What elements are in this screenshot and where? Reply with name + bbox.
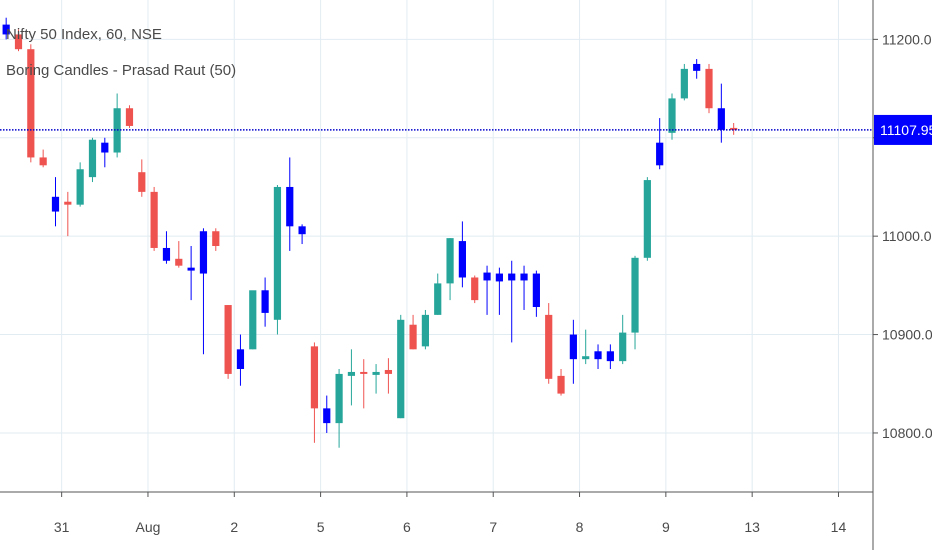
candle-body	[656, 142, 664, 166]
candle-body	[409, 324, 417, 350]
candle-body	[372, 371, 380, 375]
candle-body	[471, 277, 479, 301]
candle-body	[668, 98, 676, 133]
candle-body	[619, 332, 627, 362]
candle-body	[693, 63, 701, 71]
candle-body	[199, 231, 208, 274]
candle-body	[384, 369, 393, 374]
candle-body	[27, 49, 35, 158]
x-tick-label: 14	[831, 519, 847, 535]
last-price-label-bg	[874, 114, 932, 145]
indicator-legend[interactable]: Boring Candles - Prasad Raut (50)	[6, 62, 237, 79]
candle-body	[51, 196, 60, 212]
candle-body	[150, 191, 158, 248]
candle-body	[569, 334, 577, 360]
candle-body	[88, 139, 97, 178]
x-tick-label: Aug	[136, 519, 161, 535]
candle-body	[458, 241, 466, 278]
candle-body	[261, 290, 269, 313]
candle-body	[520, 273, 528, 281]
candle-body	[705, 68, 713, 109]
candle-body	[421, 314, 430, 347]
last-price-label: 11107.95	[880, 122, 932, 138]
y-tick-label: 10900.00	[882, 327, 932, 343]
candle-body	[14, 34, 23, 50]
candle-body	[582, 356, 590, 360]
y-tick-label: 11000.00	[882, 228, 932, 244]
candle-body	[175, 258, 183, 266]
candle-body	[138, 172, 146, 192]
candle-body	[545, 314, 553, 379]
candle-body	[631, 257, 639, 333]
candle-body	[495, 273, 503, 282]
x-tick-label: 2	[230, 519, 238, 535]
candle-body	[187, 267, 195, 271]
y-tick-label: 10800.00	[882, 425, 932, 441]
candle-body	[39, 157, 47, 166]
candle-body	[236, 349, 245, 369]
candle-body	[606, 351, 614, 362]
candle-body	[101, 142, 109, 153]
candle-body	[212, 231, 220, 246]
candle-body	[730, 127, 738, 130]
candle-body	[643, 180, 651, 258]
candle-body	[717, 108, 725, 130]
candle-body	[347, 371, 356, 376]
candle-body	[286, 186, 294, 227]
candle-body	[162, 247, 171, 261]
candle-body	[483, 272, 491, 281]
x-tick-label: 7	[489, 519, 497, 535]
x-tick-label: 5	[317, 519, 325, 535]
x-tick-label: 9	[662, 519, 670, 535]
candle-body	[680, 68, 688, 99]
candle-body	[508, 273, 516, 281]
candle-body	[557, 375, 565, 394]
symbol-legend[interactable]: Nifty 50 Index, 60, NSE	[6, 26, 162, 43]
candle-body	[64, 201, 72, 205]
candle-body	[335, 373, 343, 424]
candle-body	[397, 319, 405, 419]
candle-body	[298, 226, 306, 235]
candle-body	[323, 408, 331, 424]
candle-body	[434, 283, 442, 315]
candle-body	[224, 305, 232, 374]
candle-body	[532, 273, 540, 308]
candle-body	[594, 351, 602, 360]
candle-body	[360, 371, 368, 374]
x-tick-label: 31	[54, 519, 70, 535]
candle-body	[446, 238, 454, 284]
candle-body	[249, 290, 257, 350]
x-tick-label: 8	[576, 519, 584, 535]
y-tick-label: 11200.00	[882, 31, 932, 47]
candle-body	[125, 108, 134, 126]
candle-body	[76, 169, 84, 205]
candle-body	[2, 24, 10, 35]
x-tick-label: 6	[403, 519, 411, 535]
x-tick-label: 13	[744, 519, 760, 535]
candle-body	[273, 186, 282, 320]
candle-body	[310, 346, 319, 409]
